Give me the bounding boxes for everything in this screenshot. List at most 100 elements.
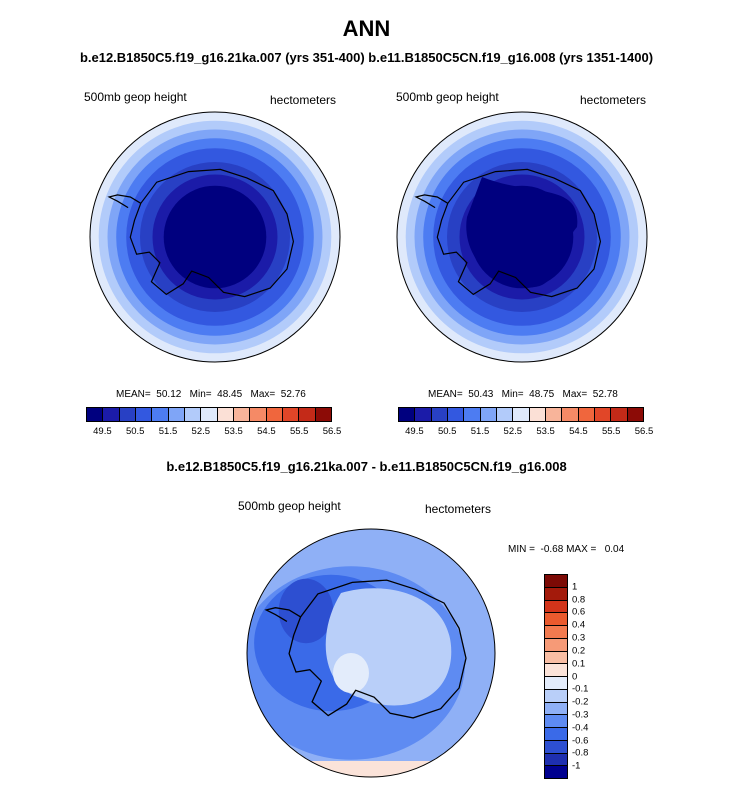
colorbar-tick-label: 56.5 [322,426,342,437]
colorbar-swatch [299,408,316,421]
colorbar-swatch [578,408,595,421]
coastline [436,168,602,298]
colorbar-swatch [152,408,169,421]
figure-title: ANN [342,16,391,41]
colorbar-tick-label: 0 [572,671,578,682]
colorbar-swatch [545,613,567,626]
map-boundary [89,111,341,363]
colorbar-swatch [447,408,465,421]
colorbar-swatch [266,408,283,421]
right-stats: MEAN= 50.43 Min= 48.75 Max= 52.78 [428,389,618,400]
colorbar-tick-label: 51.5 [158,426,178,437]
colorbar-swatch [562,408,579,421]
colorbar-tick-label: -0.8 [572,747,589,759]
colorbar-swatch [431,408,448,421]
colorbar-swatch [545,575,567,588]
colorbar-swatch [250,408,267,421]
colorbar-swatch [545,600,567,614]
colorbar-swatch [545,689,567,703]
coastline [129,168,295,298]
min-region [466,177,578,288]
right-units-label: hectometers [580,93,647,107]
coastline-peninsula [414,194,449,209]
colorbar-swatch [545,677,567,690]
colorbar-tick-label: 53.5 [224,426,243,437]
colorbar-swatch [545,664,567,677]
colorbar-swatch [545,728,567,741]
colorbar-tick-label: 0.3 [572,632,586,644]
difference-polar-map [246,528,496,778]
colorbar-swatch [545,766,567,778]
colorbar-tick-label: 50.5 [125,426,145,437]
colorbar-swatch [184,408,202,421]
colorbar-tick-label: 0.1 [572,658,586,670]
colorbar-swatch [545,740,567,754]
left-units-label: hectometers [270,93,337,107]
colorbar-swatch [480,408,497,421]
colorbar-swatch [496,408,514,421]
diff-colorbar [544,574,568,779]
left-stats: MEAN= 50.12 Min= 48.45 Max= 52.76 [116,389,306,400]
diff-stats: MIN = -0.68 MAX = 0.04 [508,544,625,555]
colorbar-swatch [168,408,185,421]
right-colorbar [398,407,644,422]
colorbar-tick-label: 52.5 [191,426,211,437]
colorbar-swatch [513,408,530,421]
figure-subtitle: b.e12.B1850C5.f19_g16.21ka.007 (yrs 351-… [79,50,654,65]
colorbar-swatch [87,408,104,421]
colorbar-swatch [545,638,567,652]
colorbar-tick-label: 0.2 [572,645,586,657]
colorbar-tick-label: 54.5 [257,426,276,437]
colorbar-swatch [545,626,567,639]
colorbar-swatch [201,408,218,421]
colorbar-swatch [545,702,567,716]
colorbar-tick-label: 1 [572,581,578,593]
colorbar-swatch [627,408,643,421]
contour-band [247,761,495,777]
colorbar-swatch [545,408,563,421]
contour-band [333,653,369,693]
colorbar-tick-label: 55.5 [289,426,309,437]
colorbar-swatch [217,408,234,421]
diff-units-label: hectometers [425,502,492,516]
colorbar-tick-label: -0.6 [572,735,589,747]
colorbar-tick-label: -0.1 [572,683,589,695]
contour-band [278,578,334,644]
left-polar-map [89,111,341,363]
colorbar-tick-label: 54.5 [569,426,588,437]
colorbar-swatch [529,408,546,421]
colorbar-swatch [119,408,136,421]
colorbar-tick-label: 49.5 [405,426,424,437]
colorbar-swatch [611,408,628,421]
colorbar-tick-label: 49.5 [93,426,112,437]
colorbar-tick-label: -0.4 [572,722,589,734]
colorbar-swatch [594,408,612,421]
coastline [288,579,467,719]
contour-band [163,185,267,289]
colorbar-tick-label: 50.5 [437,426,457,437]
colorbar-swatch [545,651,567,665]
right-polar-map [396,111,648,363]
colorbar-swatch [545,587,567,601]
colorbar-swatch [315,408,331,421]
difference-title: b.e12.B1850C5.f19_g16.21ka.007 - b.e11.B… [166,459,567,474]
map-boundary [396,111,648,363]
right-variable-label: 500mb geop height [396,90,499,104]
left-variable-label: 500mb geop height [84,90,187,104]
colorbar-swatch [233,408,251,421]
colorbar-tick-label: 0.4 [572,619,586,631]
colorbar-swatch [135,408,153,421]
colorbar-swatch [545,715,567,728]
colorbar-swatch [282,408,300,421]
colorbar-tick-label: 56.5 [634,426,654,437]
colorbar-tick-label: -0.3 [572,709,589,721]
colorbar-swatch [545,753,567,767]
colorbar-tick-label: 0.6 [572,606,586,618]
colorbar-tick-label: -0.2 [572,696,589,708]
colorbar-tick-label: 52.5 [503,426,523,437]
colorbar-swatch [399,408,416,421]
colorbar-swatch [464,408,481,421]
colorbar-tick-label: -1 [572,760,581,772]
coastline-peninsula [264,607,301,622]
colorbar-tick-label: 55.5 [601,426,621,437]
